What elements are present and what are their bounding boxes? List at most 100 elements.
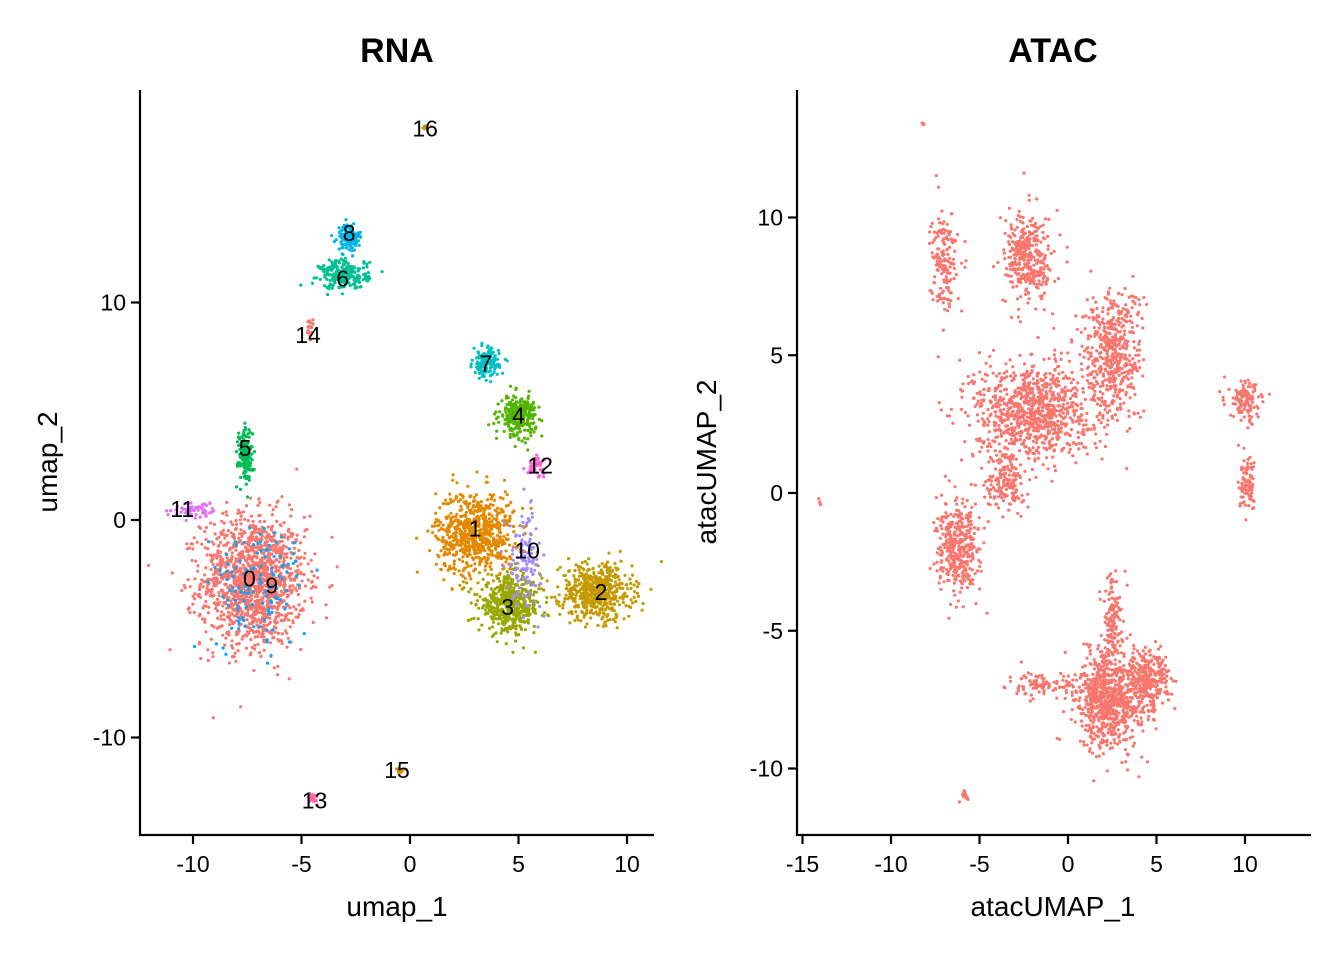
rna-point-cluster-6 — [357, 280, 362, 284]
atac-point — [1072, 413, 1076, 417]
rna-point-cluster-4 — [514, 387, 518, 392]
rna-point-cluster-2 — [577, 565, 581, 569]
rna-point-cluster-1 — [464, 549, 468, 553]
rna-point-cluster-1 — [458, 557, 462, 562]
rna-point-cluster-9 — [294, 559, 298, 563]
rna-point-cluster-0 — [241, 563, 245, 567]
rna-point-cluster-10 — [529, 500, 533, 504]
rna-point-cluster-0 — [269, 563, 273, 567]
rna-point-cluster-11 — [210, 507, 214, 511]
rna-point-cluster-0 — [268, 592, 273, 596]
rna-point-cluster-0 — [214, 607, 218, 611]
rna-point-cluster-0 — [238, 573, 242, 577]
rna-point-cluster-2 — [629, 581, 633, 586]
rna-point-cluster-9 — [269, 653, 273, 658]
rna-point-cluster-10 — [524, 569, 528, 573]
rna-point-cluster-1 — [491, 503, 495, 507]
rna-point-cluster-0 — [210, 540, 214, 544]
rna-point-cluster-0 — [255, 539, 259, 543]
rna-point-cluster-4 — [528, 413, 533, 417]
rna-point-cluster-1 — [462, 533, 466, 537]
rna-point-cluster-1 — [490, 514, 494, 518]
rna-point-cluster-9 — [242, 541, 246, 545]
rna-point-cluster-1 — [468, 495, 472, 499]
rna-point-cluster-11 — [208, 501, 212, 506]
rna-point-cluster-1 — [434, 511, 438, 515]
rna-point-cluster-0 — [204, 537, 208, 542]
rna-point-cluster-9 — [237, 622, 241, 626]
rna-point-cluster-0 — [201, 617, 205, 621]
rna-point-cluster-0 — [221, 604, 225, 608]
rna-point-cluster-0 — [246, 556, 250, 561]
rna-point-cluster-11 — [200, 505, 204, 509]
atac-point — [1083, 397, 1087, 401]
rna-point-cluster-0 — [229, 520, 233, 524]
rna-point-cluster-0 — [231, 523, 235, 527]
atac-point — [1016, 386, 1020, 390]
rna-point-cluster-0 — [209, 521, 213, 525]
rna-point-cluster-0 — [227, 610, 231, 615]
rna-point-cluster-2 — [640, 608, 644, 612]
rna-point-cluster-0 — [206, 611, 211, 615]
rna-point-cluster-2 — [630, 573, 635, 577]
atac-point — [1054, 359, 1058, 363]
rna-point-cluster-3 — [522, 598, 526, 602]
rna-point-cluster-0 — [223, 600, 227, 605]
rna-point-cluster-3 — [511, 650, 515, 655]
rna-point-cluster-3 — [505, 570, 509, 574]
rna-point-cluster-0 — [276, 579, 280, 583]
rna-point-cluster-4 — [513, 444, 517, 449]
rna-point-cluster-0 — [276, 499, 280, 503]
rna-point-cluster-0 — [249, 651, 253, 655]
rna-point-cluster-4 — [507, 423, 511, 427]
rna-point-cluster-3 — [489, 587, 493, 591]
atac-point — [986, 437, 990, 442]
rna-point-cluster-3 — [533, 650, 538, 654]
rna-point-cluster-2 — [594, 606, 598, 610]
rna-point-cluster-9 — [273, 531, 277, 535]
rna-point-cluster-1 — [450, 567, 454, 571]
rna-point-cluster-3 — [480, 623, 484, 627]
rna-point-cluster-2 — [576, 605, 581, 609]
rna-point-cluster-10 — [525, 595, 529, 599]
rna-point-cluster-6 — [366, 271, 370, 275]
rna-point-cluster-1 — [449, 511, 453, 515]
rna-point-cluster-3 — [544, 600, 549, 604]
rna-point-cluster-0 — [258, 588, 262, 592]
rna-point-cluster-4 — [504, 396, 508, 400]
rna-point-cluster-4 — [518, 398, 523, 402]
rna-point-cluster-5 — [251, 432, 255, 436]
rna-point-cluster-10 — [525, 575, 529, 579]
rna-point-cluster-0 — [228, 546, 232, 551]
rna-point-cluster-5 — [244, 482, 248, 486]
rna-point-cluster-2 — [615, 568, 619, 572]
atac-point — [1005, 392, 1009, 396]
rna-point-cluster-6 — [351, 282, 355, 286]
rna-point-cluster-0 — [216, 597, 220, 601]
rna-point-cluster-9 — [262, 617, 267, 622]
rna-point-cluster-2 — [635, 591, 640, 596]
rna-point-cluster-2 — [603, 620, 607, 624]
rna-point-cluster-0 — [196, 593, 200, 597]
rna-point-cluster-1 — [454, 530, 458, 534]
rna-point-cluster-2 — [590, 578, 594, 582]
rna-point-cluster-1 — [445, 552, 449, 556]
rna-point-cluster-1 — [452, 562, 456, 566]
rna-point-cluster-10 — [542, 614, 546, 618]
rna-point-cluster-2 — [585, 562, 589, 566]
rna-point-cluster-11 — [194, 506, 198, 510]
rna-point-cluster-0 — [254, 545, 258, 550]
atac-point — [936, 355, 940, 359]
rna-title: RNA — [360, 32, 434, 70]
rna-point-cluster-1 — [451, 499, 456, 503]
rna-point-cluster-9 — [266, 548, 270, 552]
rna-point-cluster-9 — [278, 598, 282, 602]
rna-point-cluster-8 — [351, 254, 355, 258]
rna-point-cluster-0 — [261, 629, 265, 633]
rna-point-cluster-1 — [445, 516, 449, 521]
rna-point-cluster-0 — [294, 586, 298, 590]
rna-point-cluster-2 — [567, 580, 571, 584]
rna-point-cluster-0 — [206, 648, 210, 652]
rna-point-cluster-0 — [284, 545, 288, 549]
